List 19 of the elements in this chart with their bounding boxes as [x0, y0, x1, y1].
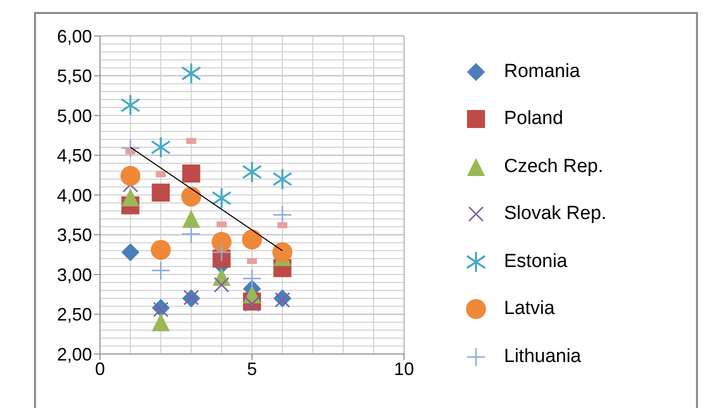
y-tick-label: 3,50 — [56, 225, 92, 246]
y-tick-label: 2,50 — [56, 304, 92, 325]
legend-label: Latvia — [504, 298, 555, 320]
x-tick-label: 5 — [246, 358, 258, 379]
legend-label: Czech Rep. — [504, 156, 604, 178]
y-tick-label: 6,00 — [56, 26, 92, 46]
y-tick-label: 5,00 — [56, 106, 92, 126]
y-tick-label: 4,00 — [56, 185, 92, 206]
x-tick-label: 0 — [94, 358, 106, 379]
legend-label: Poland — [504, 108, 564, 130]
legend-label: Lithuania — [504, 346, 582, 368]
legend-label: Romania — [504, 60, 580, 83]
x-tick-label: 10 — [394, 358, 414, 379]
legend-label: Estonia — [504, 250, 568, 273]
y-tick-label: 2,00 — [56, 344, 92, 364]
y-tick-label: 5,50 — [56, 66, 92, 86]
y-tick-label: 3,00 — [56, 264, 92, 285]
legend-label: Slovak Rep. — [504, 203, 606, 226]
y-tick-label: 4,50 — [56, 146, 92, 166]
